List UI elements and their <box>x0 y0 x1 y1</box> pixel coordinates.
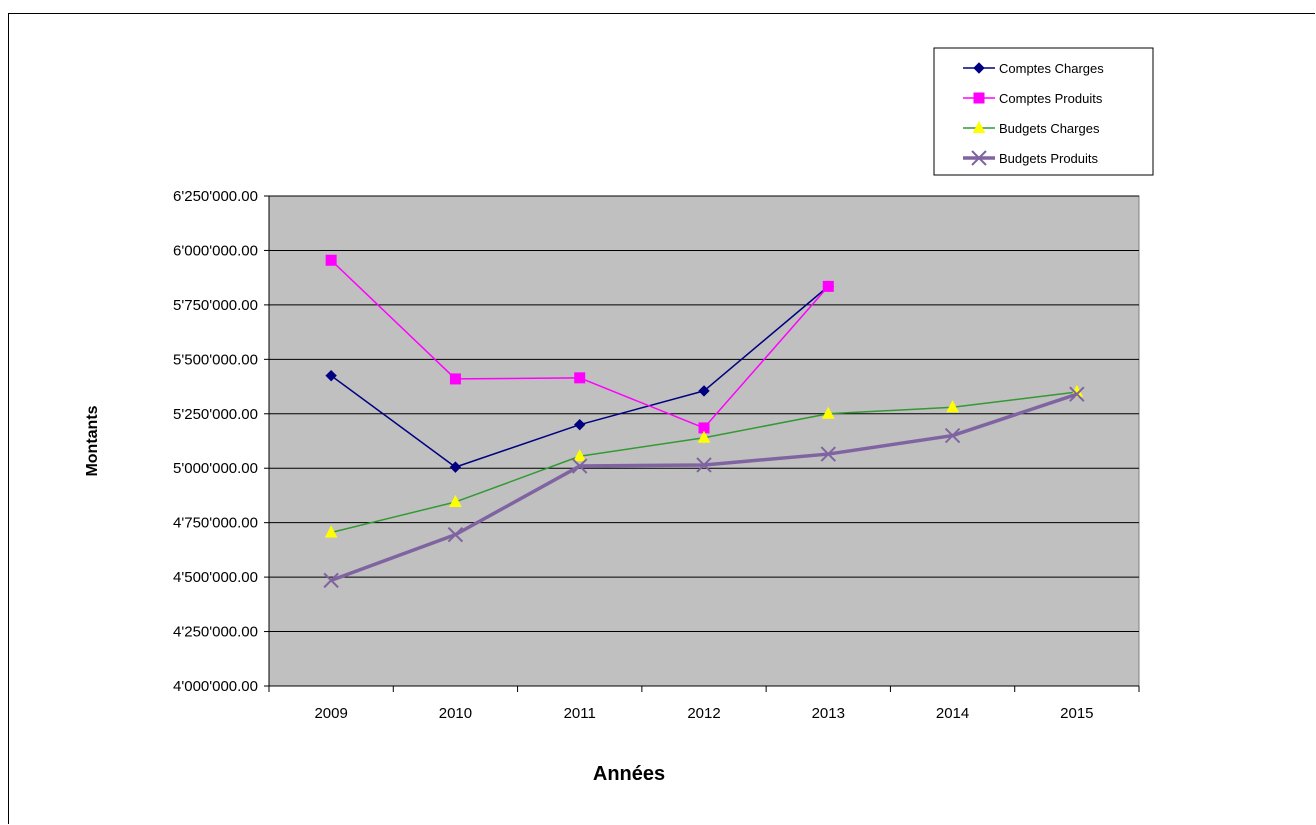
y-tick-label: 5'000'000.00 <box>173 460 258 477</box>
y-tick-label: 5'250'000.00 <box>173 406 258 423</box>
legend-box <box>933 47 1154 176</box>
marker-point <box>971 150 987 166</box>
marker-point <box>696 457 712 473</box>
marker-point <box>946 400 959 413</box>
series-budgets-produits <box>323 386 1085 589</box>
marker-point <box>325 369 337 382</box>
marker-point <box>573 449 587 462</box>
axes <box>264 195 1140 692</box>
gridlines <box>269 195 1139 633</box>
x-tick-label: 2011 <box>564 705 596 722</box>
marker-x-stroke <box>1069 386 1085 402</box>
marker-point <box>574 418 586 431</box>
legend-item: Comptes Produits <box>963 91 1103 106</box>
x-tick-label: 2009 <box>314 705 347 722</box>
y-tick-label: 4'500'000.00 <box>173 569 258 586</box>
y-axis-title: Montants <box>84 405 101 476</box>
legend-label: Comptes Charges <box>999 61 1104 76</box>
y-tick-label: 6'250'000.00 <box>173 188 258 205</box>
marker-x-stroke <box>820 446 836 462</box>
marker-point <box>697 430 711 443</box>
x-tick-label: 2014 <box>936 705 969 722</box>
marker-point <box>821 406 835 419</box>
x-tick-label: 2010 <box>439 705 472 722</box>
y-tick-label: 4'750'000.00 <box>173 515 258 532</box>
legend-label: Budgets Produits <box>999 151 1099 166</box>
marker-point <box>822 280 834 292</box>
marker-point <box>324 525 338 538</box>
legend-label: Budgets Charges <box>999 121 1100 136</box>
marker-point <box>449 373 461 385</box>
series-group <box>323 254 1085 589</box>
y-tick-label: 5'750'000.00 <box>173 297 258 314</box>
marker-point <box>820 446 836 462</box>
marker-point <box>572 458 588 474</box>
legend-label: Comptes Produits <box>999 91 1103 106</box>
legend-item: Comptes Charges <box>963 61 1104 76</box>
marker-point <box>574 372 586 384</box>
legend-item: Budgets Produits <box>963 150 1099 166</box>
legend-item: Budgets Charges <box>963 120 1100 136</box>
marker-point <box>447 526 464 543</box>
marker-point <box>449 461 462 473</box>
marker-point <box>323 572 339 589</box>
marker-x-stroke <box>944 427 961 444</box>
marker-point <box>1069 386 1085 402</box>
x-tick-label: 2013 <box>812 705 845 722</box>
chart-frame <box>8 13 1315 824</box>
x-tick-label: 2012 <box>687 705 720 722</box>
marker-x-stroke <box>572 458 588 474</box>
marker-x-stroke <box>323 572 339 589</box>
marker-point <box>325 254 337 266</box>
y-tick-label: 4'000'000.00 <box>173 678 258 695</box>
x-tick-labels: 2009 2010 2011 2012 2013 2014 2015 <box>314 705 1093 722</box>
y-tick-labels: 4'000'000.00 4'250'000.00 4'500'000.00 4'75… <box>173 188 258 695</box>
y-tick-label: 4'250'000.00 <box>173 624 258 641</box>
y-tick-label: 6'000'000.00 <box>173 242 258 259</box>
legend: Comptes Charges Comptes Produits Budgets C… <box>933 47 1154 176</box>
y-tick-label: 5'500'000.00 <box>173 351 258 368</box>
marker-point <box>449 494 462 507</box>
x-axis-title: Années <box>593 763 665 785</box>
marker-point <box>972 120 986 133</box>
marker-x-stroke <box>447 526 464 543</box>
marker-x-stroke <box>696 457 712 473</box>
x-tick-label: 2015 <box>1060 705 1093 722</box>
marker-point <box>973 92 985 104</box>
marker-point <box>698 385 710 397</box>
series-comptes-produits <box>325 254 834 434</box>
marker-point <box>973 62 985 74</box>
marker-point <box>944 427 961 444</box>
marker-x-stroke <box>971 150 987 166</box>
